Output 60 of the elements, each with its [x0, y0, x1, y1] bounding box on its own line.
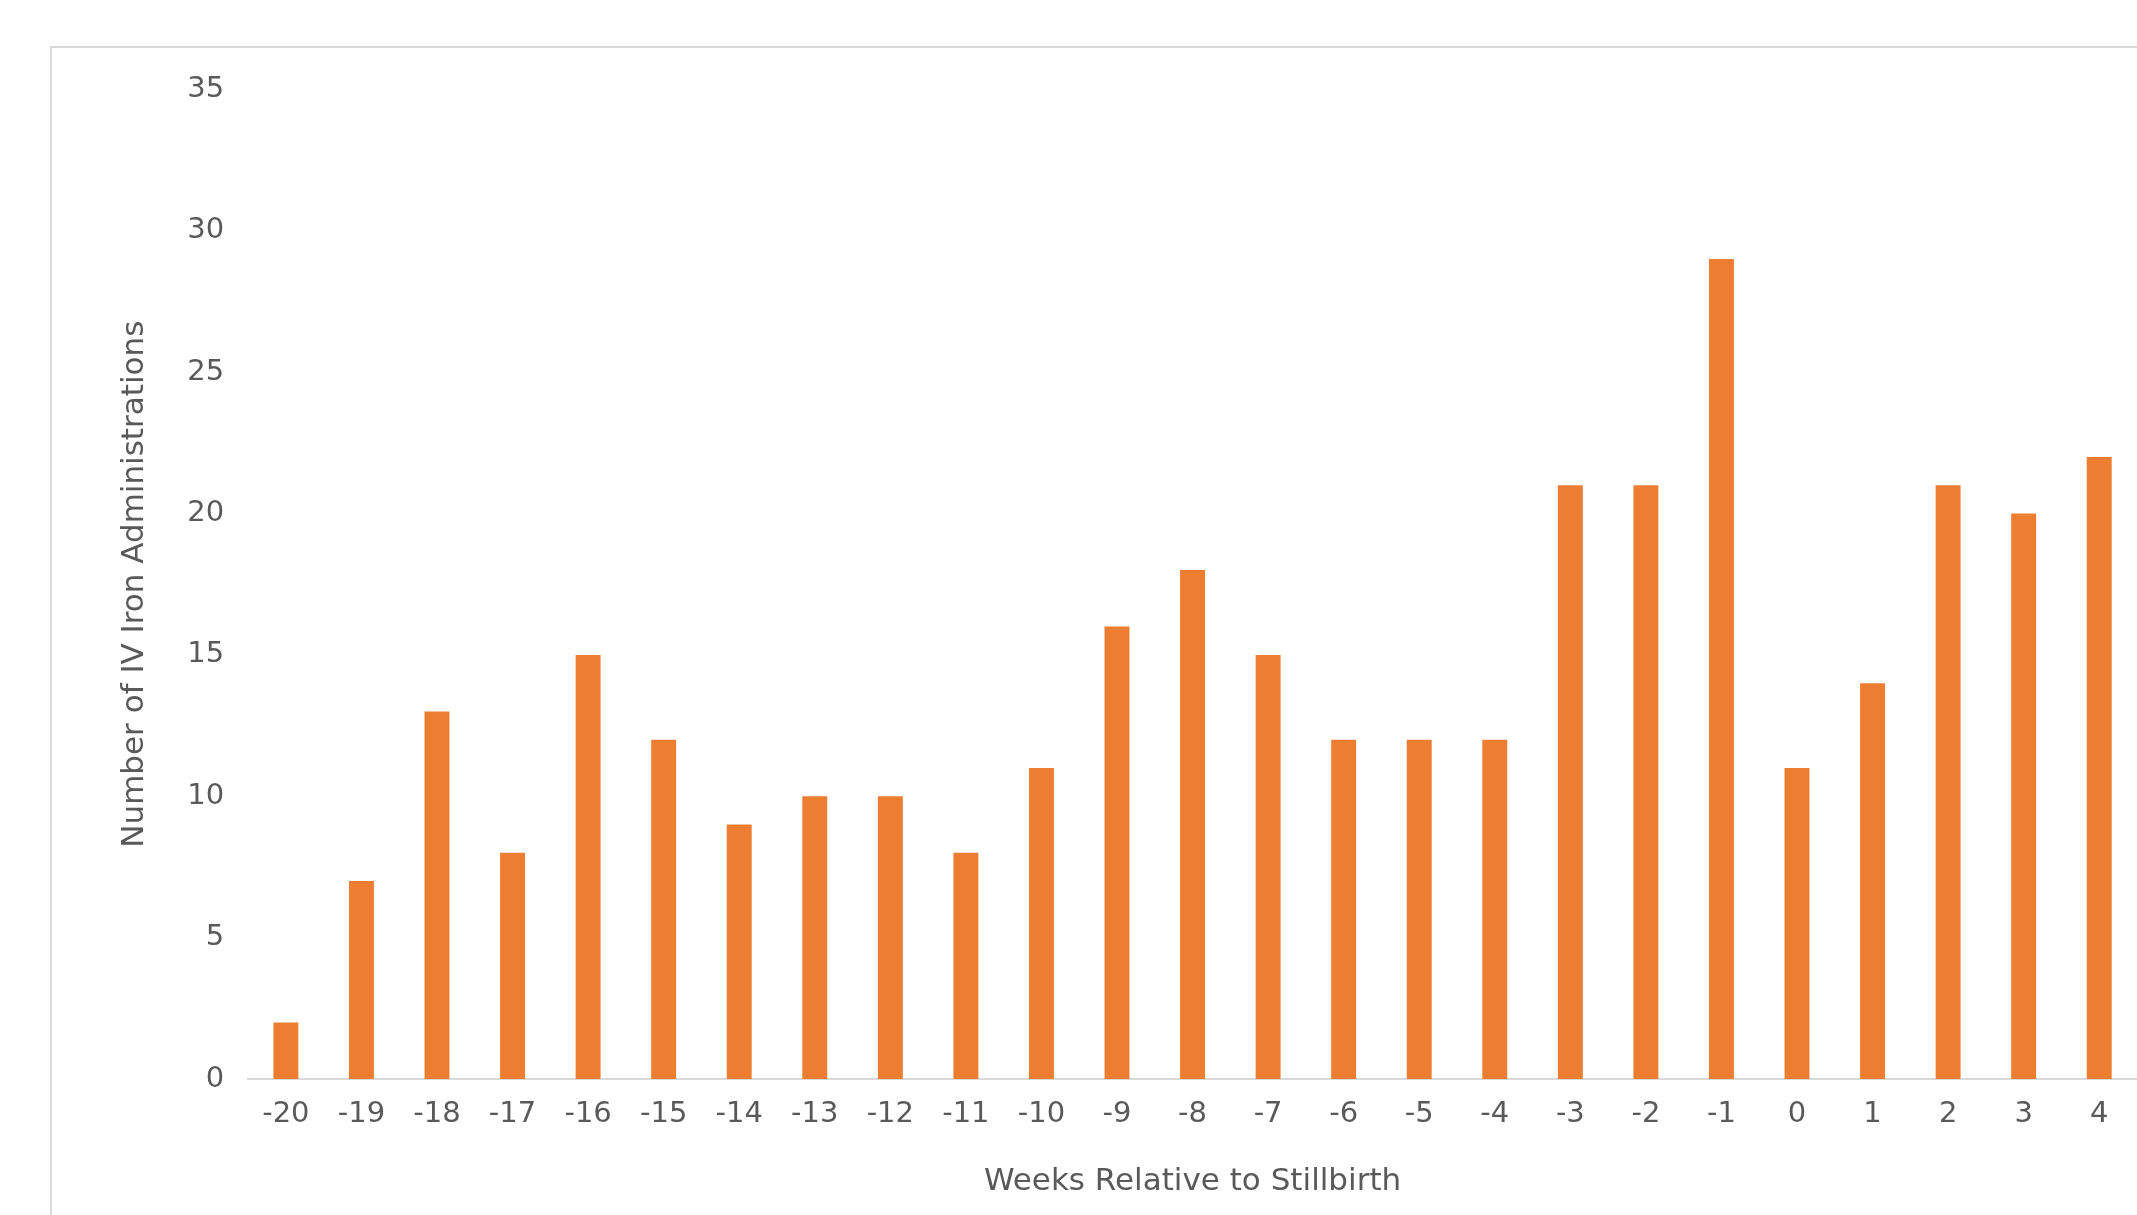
bar: [1633, 485, 1659, 1079]
x-axis-title: Weeks Relative to Stillbirth: [983, 1161, 1402, 1198]
x-tick-label: -15: [639, 1094, 688, 1129]
bar: [575, 654, 601, 1079]
bar: [1784, 767, 1810, 1079]
x-tick-label: -12: [866, 1094, 915, 1129]
x-tick-label: -11: [942, 1094, 990, 1129]
x-tick-label: 4: [2090, 1094, 2109, 1129]
x-tick-label: 1: [1863, 1094, 1882, 1129]
x-tick-label: -5: [1404, 1094, 1434, 1129]
x-tick-label: -19: [337, 1094, 386, 1129]
bar: [2011, 513, 2037, 1079]
y-tick-label: 20: [187, 494, 225, 529]
x-tick-label: -20: [262, 1094, 310, 1129]
bar: [1255, 654, 1281, 1079]
x-tick-label: -3: [1555, 1094, 1585, 1129]
bar: [726, 824, 752, 1079]
bar: [1331, 739, 1357, 1079]
bar: [1482, 739, 1508, 1079]
bar: [651, 739, 677, 1079]
bar: [877, 796, 903, 1079]
bar: [1708, 259, 1734, 1079]
y-axis-title: Number of IV Iron Administrations: [113, 320, 150, 848]
y-tick-label: 35: [187, 69, 225, 104]
bar: [348, 881, 374, 1079]
bar: [953, 852, 979, 1079]
x-tick-label: 2: [1938, 1094, 1958, 1129]
x-tick-label: -9: [1102, 1094, 1132, 1129]
x-tick-label: -10: [1017, 1094, 1066, 1129]
y-tick-label: 25: [187, 352, 225, 387]
y-tick-label: 10: [187, 776, 225, 811]
bar: [2086, 456, 2112, 1079]
y-tick-label: 30: [187, 211, 225, 246]
x-tick-label: -18: [413, 1094, 461, 1129]
x-tick-label: -1: [1706, 1094, 1736, 1129]
x-tick-label: -8: [1178, 1094, 1208, 1129]
y-tick-label: 0: [205, 1059, 225, 1094]
x-tick-label: -6: [1329, 1094, 1359, 1129]
x-tick-label: -14: [715, 1094, 763, 1129]
x-tick-label: -4: [1480, 1094, 1510, 1129]
bar: [802, 796, 828, 1079]
bar: [500, 852, 526, 1079]
y-tick-label: 5: [205, 918, 225, 953]
x-tick-label: -16: [564, 1094, 612, 1129]
x-tick-label: -2: [1631, 1094, 1661, 1129]
bar: [1406, 739, 1432, 1079]
bar: [1935, 485, 1961, 1079]
bar: [424, 711, 450, 1079]
bar: [1860, 683, 1886, 1079]
x-tick-label: 0: [1787, 1094, 1807, 1129]
bar: [273, 1022, 299, 1079]
x-tick-label: -17: [488, 1094, 537, 1129]
bar: [1557, 485, 1583, 1079]
bar: [1104, 626, 1130, 1079]
x-tick-label: 3: [2014, 1094, 2033, 1129]
x-tick-label: -13: [791, 1094, 839, 1129]
x-tick-label: -7: [1253, 1094, 1283, 1129]
bar: [1180, 570, 1206, 1079]
bar: [1028, 767, 1054, 1079]
y-tick-label: 15: [187, 635, 225, 670]
